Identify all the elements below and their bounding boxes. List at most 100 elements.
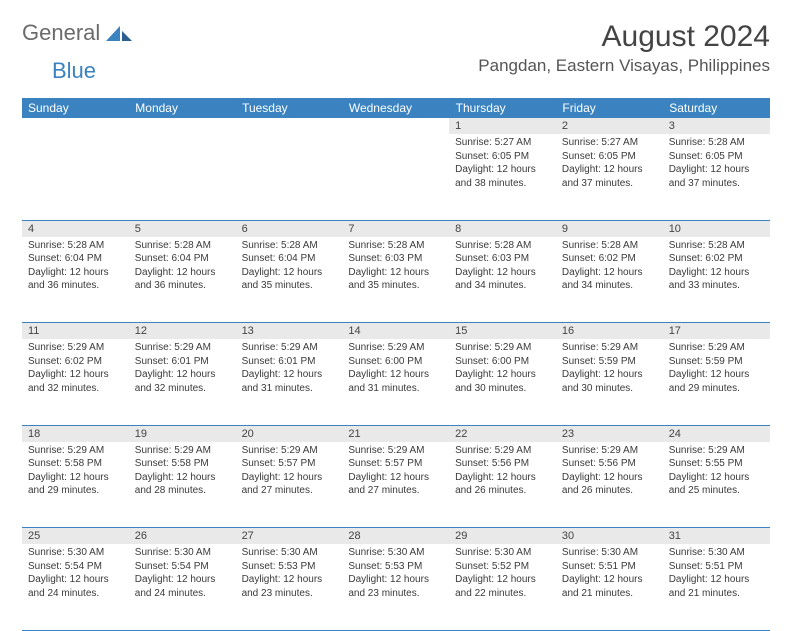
sunset-line: Sunset: 5:54 PM [135,560,230,574]
day-cell: Sunrise: 5:27 AMSunset: 6:05 PMDaylight:… [556,134,663,220]
day-cell: Sunrise: 5:28 AMSunset: 6:05 PMDaylight:… [663,134,770,220]
day-number [129,118,236,122]
daynum-cell: 17 [663,323,770,340]
sunrise-line: Sunrise: 5:29 AM [135,341,230,355]
sunset-line: Sunset: 6:05 PM [562,150,657,164]
day-number: 8 [449,221,556,237]
daylight-line: Daylight: 12 hours and 34 minutes. [562,266,657,293]
day-cell: Sunrise: 5:29 AMSunset: 5:57 PMDaylight:… [342,442,449,528]
daylight-line: Daylight: 12 hours and 30 minutes. [562,368,657,395]
day-content: Sunrise: 5:29 AMSunset: 5:56 PMDaylight:… [449,442,556,502]
daynum-cell: 12 [129,323,236,340]
daylight-line: Daylight: 12 hours and 38 minutes. [455,163,550,190]
sunrise-line: Sunrise: 5:29 AM [348,444,443,458]
sunrise-line: Sunrise: 5:28 AM [135,239,230,253]
day-content: Sunrise: 5:28 AMSunset: 6:03 PMDaylight:… [449,237,556,297]
daylight-line: Daylight: 12 hours and 35 minutes. [348,266,443,293]
title-block: August 2024 Pangdan, Eastern Visayas, Ph… [478,20,770,76]
sunset-line: Sunset: 6:02 PM [28,355,123,369]
day-number: 23 [556,426,663,442]
daylight-line: Daylight: 12 hours and 23 minutes. [348,573,443,600]
weekday-header: Monday [129,98,236,118]
day-content: Sunrise: 5:29 AMSunset: 6:00 PMDaylight:… [342,339,449,399]
weekday-header: Saturday [663,98,770,118]
sunrise-line: Sunrise: 5:29 AM [669,341,764,355]
daynum-cell: 22 [449,425,556,442]
day-number: 21 [342,426,449,442]
day-cell: Sunrise: 5:30 AMSunset: 5:53 PMDaylight:… [236,544,343,630]
day-content: Sunrise: 5:30 AMSunset: 5:51 PMDaylight:… [556,544,663,604]
sunset-line: Sunset: 6:05 PM [669,150,764,164]
daylight-line: Daylight: 12 hours and 33 minutes. [669,266,764,293]
day-number: 15 [449,323,556,339]
day-cell: Sunrise: 5:29 AMSunset: 5:57 PMDaylight:… [236,442,343,528]
logo: General [22,20,132,46]
daynum-cell: 18 [22,425,129,442]
sunrise-line: Sunrise: 5:30 AM [562,546,657,560]
daylight-line: Daylight: 12 hours and 30 minutes. [455,368,550,395]
day-content: Sunrise: 5:28 AMSunset: 6:03 PMDaylight:… [342,237,449,297]
day-number [342,118,449,122]
sunset-line: Sunset: 6:05 PM [455,150,550,164]
day-cell: Sunrise: 5:28 AMSunset: 6:04 PMDaylight:… [236,237,343,323]
day-cell: Sunrise: 5:29 AMSunset: 5:55 PMDaylight:… [663,442,770,528]
day-cell: Sunrise: 5:28 AMSunset: 6:02 PMDaylight:… [663,237,770,323]
sunrise-line: Sunrise: 5:30 AM [28,546,123,560]
day-content: Sunrise: 5:29 AMSunset: 6:01 PMDaylight:… [236,339,343,399]
daynum-cell [129,118,236,134]
daylight-line: Daylight: 12 hours and 36 minutes. [28,266,123,293]
daynum-row: 45678910 [22,220,770,237]
daylight-line: Daylight: 12 hours and 27 minutes. [348,471,443,498]
day-content: Sunrise: 5:27 AMSunset: 6:05 PMDaylight:… [556,134,663,194]
sunrise-line: Sunrise: 5:28 AM [669,136,764,150]
day-content: Sunrise: 5:28 AMSunset: 6:05 PMDaylight:… [663,134,770,194]
logo-text-general: General [22,20,100,46]
sunset-line: Sunset: 6:04 PM [28,252,123,266]
day-number: 2 [556,118,663,134]
day-content: Sunrise: 5:30 AMSunset: 5:54 PMDaylight:… [129,544,236,604]
day-cell: Sunrise: 5:28 AMSunset: 6:03 PMDaylight:… [449,237,556,323]
daynum-cell: 16 [556,323,663,340]
day-content: Sunrise: 5:30 AMSunset: 5:51 PMDaylight:… [663,544,770,604]
sunrise-line: Sunrise: 5:28 AM [669,239,764,253]
day-number: 26 [129,528,236,544]
daynum-cell: 5 [129,220,236,237]
daylight-line: Daylight: 12 hours and 32 minutes. [28,368,123,395]
sunset-line: Sunset: 6:02 PM [669,252,764,266]
daylight-line: Daylight: 12 hours and 23 minutes. [242,573,337,600]
day-content: Sunrise: 5:28 AMSunset: 6:02 PMDaylight:… [556,237,663,297]
sunset-line: Sunset: 6:00 PM [455,355,550,369]
sunrise-line: Sunrise: 5:28 AM [348,239,443,253]
day-content: Sunrise: 5:28 AMSunset: 6:04 PMDaylight:… [22,237,129,297]
daynum-cell: 31 [663,528,770,545]
day-cell: Sunrise: 5:30 AMSunset: 5:52 PMDaylight:… [449,544,556,630]
day-cell: Sunrise: 5:28 AMSunset: 6:04 PMDaylight:… [22,237,129,323]
daylight-line: Daylight: 12 hours and 24 minutes. [28,573,123,600]
day-number: 25 [22,528,129,544]
daylight-line: Daylight: 12 hours and 31 minutes. [242,368,337,395]
logo-text-blue: Blue [52,58,96,84]
sunset-line: Sunset: 6:03 PM [348,252,443,266]
sunset-line: Sunset: 5:51 PM [669,560,764,574]
daylight-line: Daylight: 12 hours and 32 minutes. [135,368,230,395]
day-content: Sunrise: 5:29 AMSunset: 6:02 PMDaylight:… [22,339,129,399]
day-content: Sunrise: 5:29 AMSunset: 5:59 PMDaylight:… [556,339,663,399]
day-cell: Sunrise: 5:29 AMSunset: 6:00 PMDaylight:… [449,339,556,425]
day-cell: Sunrise: 5:29 AMSunset: 5:56 PMDaylight:… [449,442,556,528]
sunset-line: Sunset: 5:54 PM [28,560,123,574]
day-number: 31 [663,528,770,544]
sunset-line: Sunset: 5:58 PM [135,457,230,471]
day-number: 7 [342,221,449,237]
day-content: Sunrise: 5:28 AMSunset: 6:02 PMDaylight:… [663,237,770,297]
sunrise-line: Sunrise: 5:27 AM [562,136,657,150]
day-cell: Sunrise: 5:29 AMSunset: 5:59 PMDaylight:… [663,339,770,425]
daynum-row: 123 [22,118,770,134]
sunrise-line: Sunrise: 5:28 AM [28,239,123,253]
page: General August 2024 Pangdan, Eastern Vis… [0,0,792,612]
weekday-header: Wednesday [342,98,449,118]
day-number: 14 [342,323,449,339]
sunset-line: Sunset: 6:03 PM [455,252,550,266]
day-content: Sunrise: 5:29 AMSunset: 5:58 PMDaylight:… [129,442,236,502]
day-number: 27 [236,528,343,544]
daylight-line: Daylight: 12 hours and 24 minutes. [135,573,230,600]
